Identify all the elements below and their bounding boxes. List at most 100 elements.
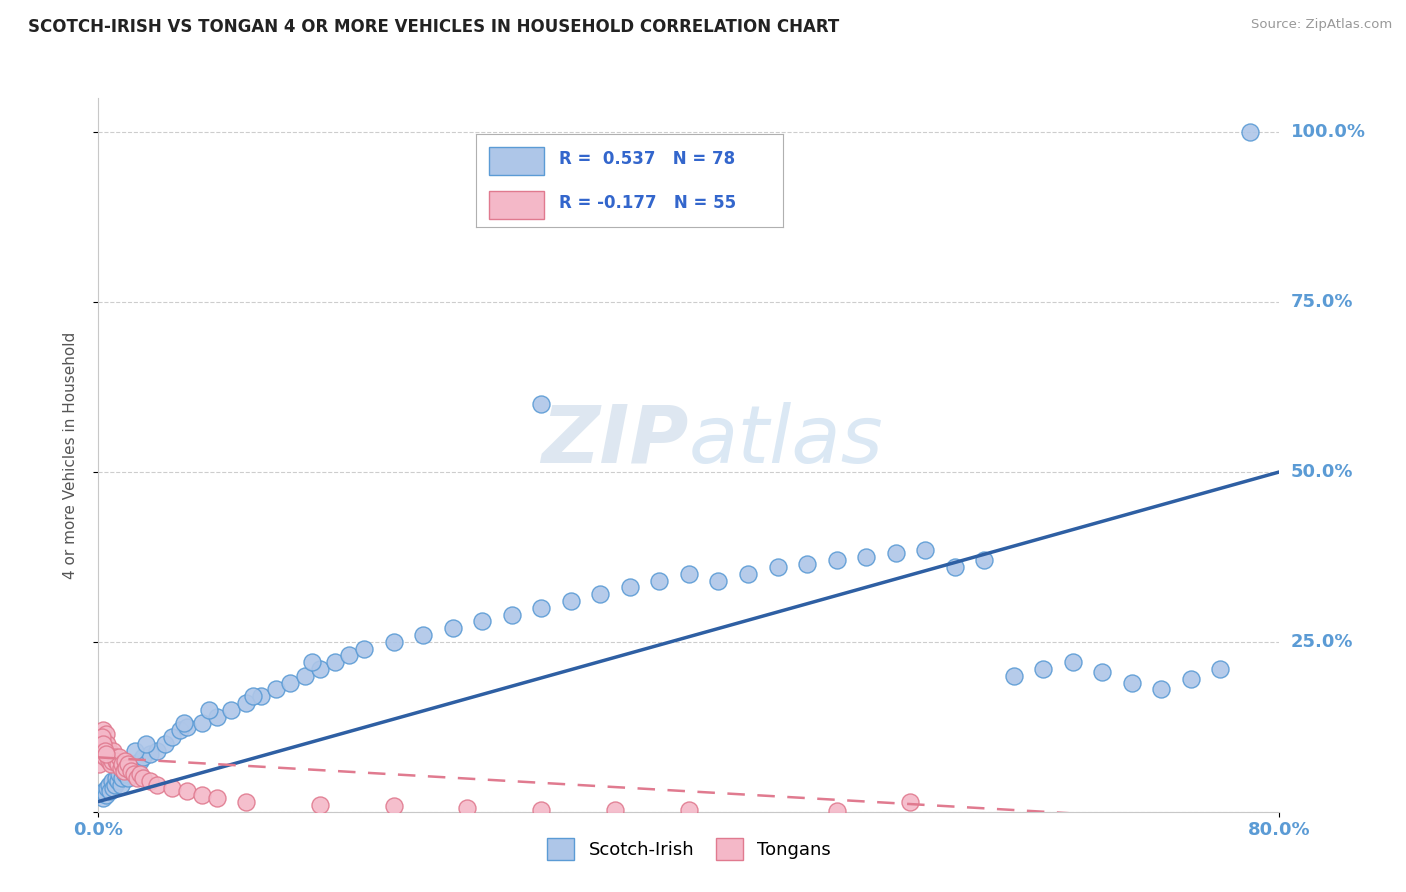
Point	[205, 791, 228, 805]
Point	[353, 641, 375, 656]
Point	[94, 788, 117, 802]
Point	[973, 553, 995, 567]
Point	[114, 754, 136, 768]
Point	[176, 784, 198, 798]
Point	[678, 566, 700, 581]
Point	[108, 750, 131, 764]
Point	[93, 740, 115, 755]
Point	[900, 795, 922, 809]
Point	[219, 703, 243, 717]
Point	[135, 737, 157, 751]
Point	[501, 607, 523, 622]
Point	[89, 757, 111, 772]
Point	[90, 743, 112, 757]
Point	[198, 703, 221, 717]
Text: Source: ZipAtlas.com: Source: ZipAtlas.com	[1251, 18, 1392, 31]
Text: atlas: atlas	[689, 401, 884, 480]
Y-axis label: 4 or more Vehicles in Household: 4 or more Vehicles in Household	[63, 331, 77, 579]
Point	[235, 696, 257, 710]
Point	[122, 767, 145, 781]
Point	[117, 771, 139, 785]
Point	[132, 750, 155, 764]
Point	[530, 397, 553, 411]
Point	[1121, 675, 1143, 690]
Point	[93, 743, 115, 757]
Point	[471, 615, 494, 629]
Point	[825, 553, 848, 567]
Point	[90, 737, 112, 751]
Point	[105, 771, 128, 785]
Point	[114, 767, 136, 781]
Point	[441, 621, 464, 635]
Point	[97, 754, 120, 768]
Point	[125, 760, 148, 774]
Point	[1239, 125, 1261, 139]
Point	[648, 574, 671, 588]
Point	[115, 760, 138, 774]
Point	[309, 662, 332, 676]
Point	[1091, 665, 1114, 680]
Point	[125, 771, 148, 785]
Point	[1209, 662, 1232, 676]
Point	[1002, 669, 1025, 683]
Point	[678, 803, 700, 817]
Point	[110, 778, 132, 792]
Point	[1032, 662, 1054, 676]
Point	[96, 780, 118, 795]
Point	[173, 716, 195, 731]
Point	[146, 743, 169, 757]
Point	[91, 737, 114, 751]
Point	[914, 543, 936, 558]
Point	[94, 750, 117, 764]
Point	[301, 655, 323, 669]
Point	[91, 723, 114, 738]
Point	[176, 720, 198, 734]
Text: ZIP: ZIP	[541, 401, 689, 480]
Point	[560, 594, 582, 608]
Point	[103, 743, 125, 757]
Point	[117, 757, 139, 772]
Point	[94, 726, 117, 740]
Point	[97, 747, 120, 761]
Point	[884, 546, 907, 560]
Point	[111, 771, 134, 785]
Point	[98, 743, 121, 757]
Point	[96, 743, 118, 757]
Point	[337, 648, 360, 663]
Point	[132, 771, 155, 785]
Text: SCOTCH-IRISH VS TONGAN 4 OR MORE VEHICLES IN HOUSEHOLD CORRELATION CHART: SCOTCH-IRISH VS TONGAN 4 OR MORE VEHICLE…	[28, 18, 839, 36]
Point	[120, 764, 142, 778]
Point	[98, 784, 121, 798]
Point	[124, 743, 146, 757]
Point	[530, 600, 553, 615]
Point	[91, 791, 114, 805]
Point	[91, 730, 114, 744]
Point	[264, 682, 287, 697]
Point	[89, 740, 111, 755]
Point	[94, 747, 117, 761]
Point	[1150, 682, 1173, 697]
Point	[101, 754, 124, 768]
Point	[855, 549, 877, 564]
Point	[120, 764, 142, 778]
Point	[294, 669, 316, 683]
Point	[205, 709, 228, 723]
Legend: Scotch-Irish, Tongans: Scotch-Irish, Tongans	[540, 830, 838, 867]
Point	[153, 737, 176, 751]
Point	[104, 778, 127, 792]
Point	[278, 675, 302, 690]
Point	[98, 750, 121, 764]
Point	[90, 730, 112, 744]
Point	[146, 778, 169, 792]
Point	[100, 774, 122, 789]
Point	[309, 797, 332, 812]
Point	[89, 747, 111, 761]
Text: 50.0%: 50.0%	[1291, 463, 1353, 481]
Point	[105, 754, 128, 768]
Point	[766, 560, 789, 574]
Point	[122, 757, 145, 772]
Point	[100, 747, 122, 761]
Point	[139, 774, 162, 789]
Point	[382, 799, 405, 814]
Point	[93, 784, 115, 798]
